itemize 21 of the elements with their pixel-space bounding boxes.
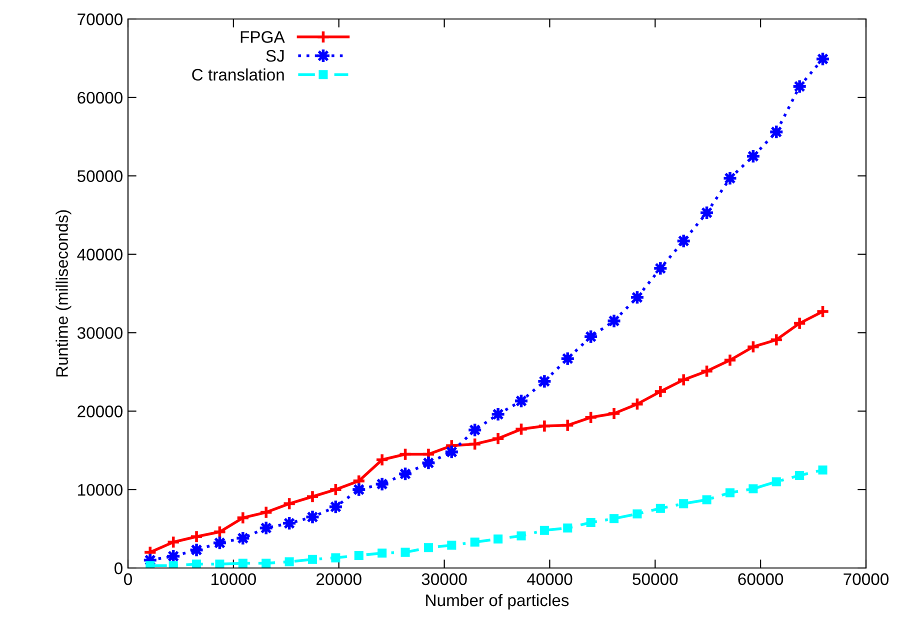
x-tick-label: 0 xyxy=(124,573,132,586)
x-tick-label: 10000 xyxy=(212,573,256,586)
y-tick-label: 60000 xyxy=(78,92,122,104)
y-tick-label: 0 xyxy=(114,562,122,574)
y-tick-label: 70000 xyxy=(78,13,122,26)
y-tick-label: 40000 xyxy=(77,248,122,260)
y-tick-label: 20000 xyxy=(78,406,122,418)
x-tick-label: 20000 xyxy=(316,573,362,586)
legend-label: C translation xyxy=(192,68,284,81)
x-tick-label: 30000 xyxy=(422,573,467,586)
legend-label: FPGA xyxy=(240,31,285,43)
x-tick-label: 40000 xyxy=(526,573,572,586)
x-tick-label: 70000 xyxy=(844,573,889,586)
x-tick-label: 50000 xyxy=(632,573,678,586)
y-tick-label: 30000 xyxy=(77,327,122,339)
legend-label: SJ xyxy=(266,50,284,62)
y-tick-label: 50000 xyxy=(77,170,122,182)
y-axis-title: Runtime (milliseconds) xyxy=(56,210,72,376)
x-axis-title: Number of particles xyxy=(426,594,569,610)
x-tick-label: 60000 xyxy=(738,573,784,586)
y-tick-label: 10000 xyxy=(78,484,122,496)
